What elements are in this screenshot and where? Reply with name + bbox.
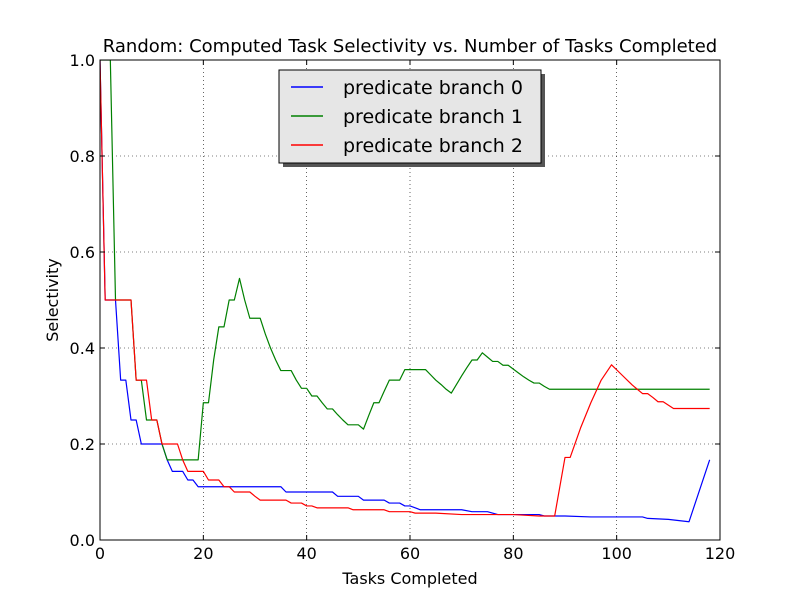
grid (100, 60, 720, 540)
x-tick-label: 60 (400, 544, 420, 563)
x-tick-label: 80 (503, 544, 523, 563)
legend-label-2: predicate branch 2 (343, 135, 523, 157)
legend: predicate branch 0 predicate branch 1 pred… (278, 69, 545, 167)
series-line-1 (100, 60, 710, 461)
x-axis-label: Tasks Completed (341, 569, 477, 588)
series-line-2 (100, 60, 710, 517)
chart-title: Random: Computed Task Selectivity vs. Nu… (103, 36, 717, 57)
ticks: 0 20 40 60 80 100 120 0.0 0.2 0.4 0.6 0.8 1.0 (70, 51, 736, 563)
x-tick-label: 100 (601, 544, 632, 563)
y-axis-label: Selectivity (43, 258, 62, 341)
x-tick-label: 120 (705, 544, 736, 563)
y-tick-label: 0.0 (70, 531, 95, 550)
x-tick-label: 20 (193, 544, 213, 563)
legend-label-0: predicate branch 0 (343, 77, 523, 99)
x-tick-label: 40 (296, 544, 316, 563)
series-line-0 (100, 60, 711, 523)
legend-label-1: predicate branch 1 (343, 106, 523, 128)
y-tick-label: 1.0 (70, 51, 95, 70)
y-tick-label: 0.2 (70, 435, 95, 454)
x-tick-label: 0 (95, 544, 105, 563)
y-tick-label: 0.8 (70, 147, 95, 166)
y-tick-label: 0.4 (70, 339, 95, 358)
y-tick-label: 0.6 (70, 243, 95, 262)
series-layer (100, 60, 711, 523)
